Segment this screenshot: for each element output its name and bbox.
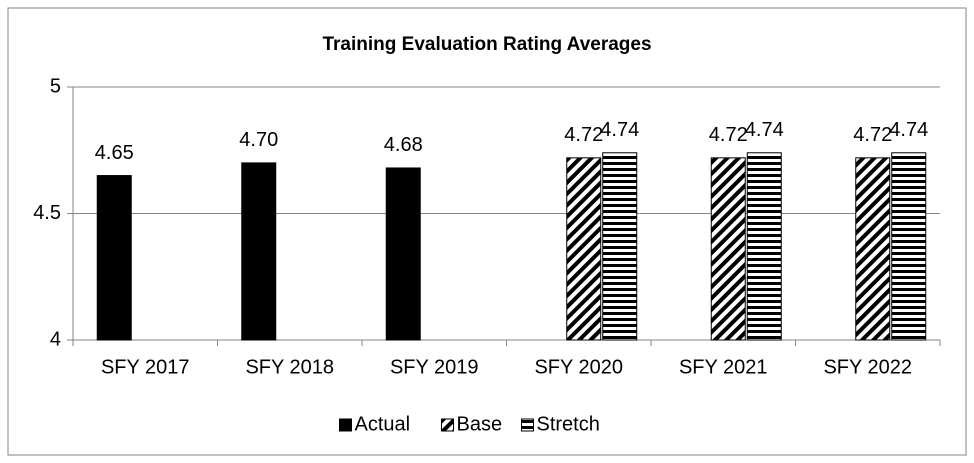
value-label: 4.65 bbox=[95, 142, 134, 164]
legend-swatch bbox=[441, 418, 454, 432]
bar bbox=[96, 175, 132, 341]
value-label: 4.70 bbox=[239, 129, 278, 151]
x-tick-label: SFY 2019 bbox=[390, 356, 479, 378]
bar bbox=[602, 152, 638, 341]
legend-swatch bbox=[521, 418, 534, 432]
x-tick-label: SFY 2017 bbox=[101, 356, 190, 378]
y-tick-label: 4 bbox=[50, 328, 61, 350]
x-tick-label: SFY 2022 bbox=[823, 356, 912, 378]
y-tick-label: 4.5 bbox=[33, 202, 61, 224]
legend-swatch bbox=[339, 418, 352, 432]
x-tick-label: SFY 2021 bbox=[679, 356, 768, 378]
legend-label: Stretch bbox=[537, 413, 600, 435]
bar bbox=[566, 157, 602, 341]
bar bbox=[855, 157, 891, 341]
legend-label: Base bbox=[457, 413, 503, 435]
x-tick-label: SFY 2020 bbox=[534, 356, 623, 378]
value-label: 4.72 bbox=[709, 124, 748, 146]
y-tick-label: 5 bbox=[50, 75, 61, 97]
value-label: 4.74 bbox=[600, 119, 639, 141]
legend-label: Actual bbox=[355, 413, 411, 435]
chart-title: Training Evaluation Rating Averages bbox=[322, 34, 651, 55]
bar bbox=[891, 152, 927, 341]
chart-frame bbox=[7, 7, 967, 456]
bar bbox=[710, 157, 746, 341]
value-label: 4.74 bbox=[889, 119, 928, 141]
x-tick-label: SFY 2018 bbox=[245, 356, 334, 378]
bar bbox=[385, 167, 421, 341]
bar bbox=[241, 162, 277, 341]
value-label: 4.72 bbox=[564, 124, 603, 146]
value-label: 4.72 bbox=[853, 124, 892, 146]
value-label: 4.68 bbox=[384, 134, 423, 156]
value-label: 4.74 bbox=[745, 119, 784, 141]
bar bbox=[746, 152, 782, 341]
